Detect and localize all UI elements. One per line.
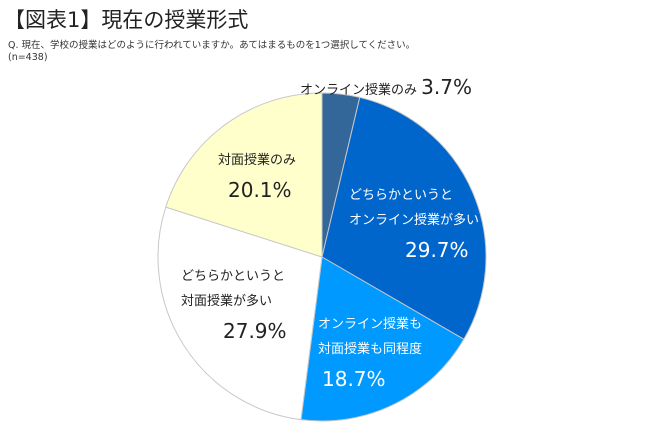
pie-slice-inperson-only bbox=[165, 92, 323, 258]
slice-label-online-only: オンライン授業のみ 3.7% bbox=[300, 75, 472, 99]
pie-slice-mostly-online bbox=[321, 96, 487, 340]
pie-slice-mostly-inperson bbox=[157, 206, 323, 421]
chart-title: 【図表1】現在の授業形式 bbox=[4, 8, 249, 32]
slice-label-mostly-online: どちらかというと オンライン授業が多い 29.7% bbox=[349, 188, 480, 262]
slice-label-equal: オンライン授業も 対面授業も同程度 18.7% bbox=[318, 317, 423, 391]
survey-question: Q. 現在、学校の授業はどのように行われていますか。あてはまるものを1つ選択して… bbox=[8, 40, 416, 51]
pie-slice-equal bbox=[300, 256, 465, 422]
sample-size: (n=438) bbox=[8, 52, 48, 63]
slice-label-mostly-inperson: どちらかというと 対面授業が多い 27.9% bbox=[181, 269, 287, 343]
slice-label-inperson-only: 対面授業のみ 20.1% bbox=[218, 153, 297, 202]
